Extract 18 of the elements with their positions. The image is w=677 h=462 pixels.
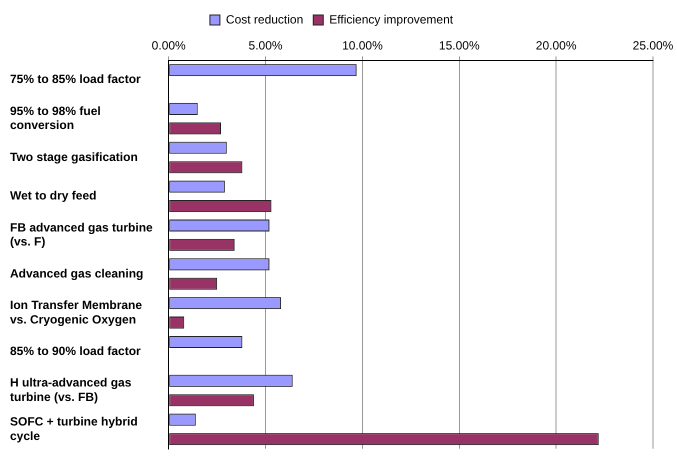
legend-label: Efficiency improvement xyxy=(329,12,454,26)
y-tick-label: 95% to 98% fuel conversion xyxy=(10,104,101,132)
y-tick-label: 85% to 90% load factor xyxy=(10,344,142,358)
y-tick-label: FB advanced gas turbine (vs. F) xyxy=(10,220,154,249)
x-tick-label: 5.00% xyxy=(248,38,283,53)
y-tick-label: SOFC + turbine hybrid cycle xyxy=(10,414,138,443)
x-tick-label: 20.00% xyxy=(536,38,577,53)
y-tick-label: Ion Transfer Membrane vs. Cryogenic Oxygen xyxy=(10,298,142,326)
x-tick-label: 0.00% xyxy=(152,38,186,53)
y-tick-label: H ultra-advanced gas turbine (vs. FB) xyxy=(10,376,132,404)
x-tick-label: 15.00% xyxy=(438,38,480,53)
y-tick-label: 75% to 85% load factor xyxy=(10,72,142,86)
legend-label: Cost reduction xyxy=(226,12,304,26)
y-tick-label: Advanced gas cleaning xyxy=(10,266,144,280)
x-tick-label: 25.00% xyxy=(632,38,674,53)
y-tick-label: Two stage gasification xyxy=(10,150,138,164)
y-tick-label: Wet to dry feed xyxy=(10,188,96,203)
x-tick-label: 10.00% xyxy=(342,38,384,53)
